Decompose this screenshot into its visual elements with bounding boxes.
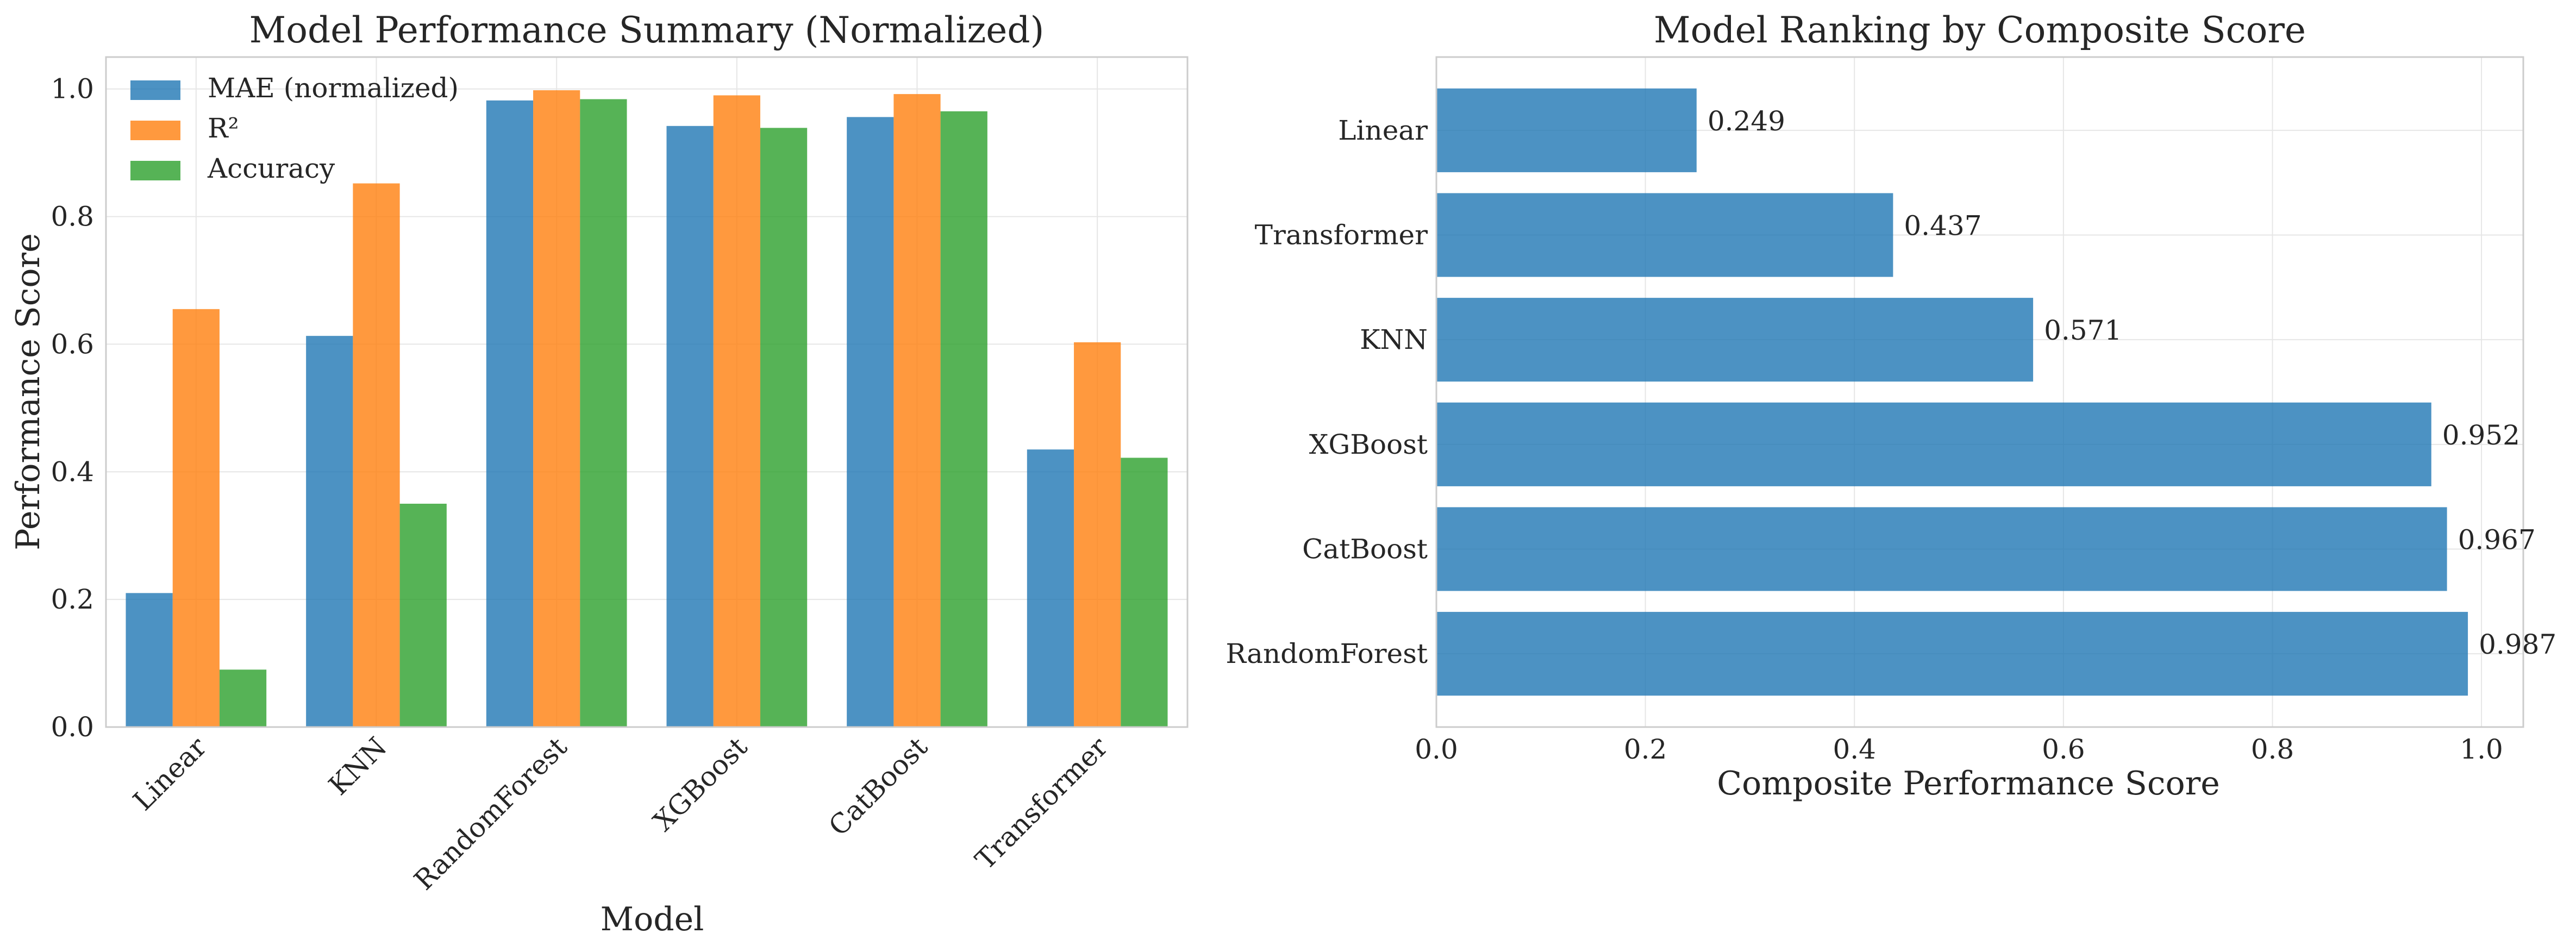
y-tick-label: 0.6 [51,328,94,360]
bar-RandomForest [1436,612,2468,696]
x-axis-label: Composite Performance Score [1717,765,2220,803]
x-tick-label: CatBoost [823,731,934,842]
bar-CatBoost-2 [940,111,987,727]
x-axis-label: Model [601,900,704,938]
x-tick-label: RandomForest [408,731,573,896]
x-tick-label: 1.0 [2460,734,2503,765]
x-tick-label: Transformer [970,731,1114,875]
x-tick-label: XGBoost [647,731,753,837]
grouped-bar-chart: 0.0 0.2 0.4 0.6 0.8 1.0 Linear KNN RandomForest… [9,9,1189,938]
y-tick-label: XGBoost [1309,429,1428,460]
bar-CatBoost [1436,507,2447,591]
bar-KNN-1 [353,183,400,728]
y-tick-label: 0.4 [51,456,94,487]
bar-XGBoost-1 [713,95,760,727]
value-label: 0.952 [2442,419,2520,451]
plot-frame [105,56,1189,728]
bar-RandomForest-0 [486,100,534,727]
value-label: 0.967 [2458,524,2536,555]
y-tick-label: KNN [1360,324,1428,355]
x-ticks: Linear KNN RandomForest XGBoost CatBoost Tran… [127,731,1114,896]
legend-swatch [130,80,180,100]
bar-Transformer-2 [1121,458,1168,727]
value-label: 0.437 [1904,210,1981,242]
y-tick-label: 1.0 [51,73,94,105]
bar-CatBoost-0 [847,117,894,728]
x-tick-label: 0.8 [2251,734,2294,765]
legend-label: Accuracy [207,153,335,184]
value-label: 0.987 [2479,629,2556,660]
bar-RandomForest-1 [533,90,580,727]
bar-Linear [1436,88,1697,172]
y-tick-label: CatBoost [1302,533,1428,565]
y-ticks: 0.0 0.2 0.4 0.6 0.8 1.0 [51,73,94,743]
x-tick-label: 0.6 [2042,734,2085,765]
x-tick-label: 0.4 [1833,734,1876,765]
y-tick-label: 0.0 [51,711,94,743]
bar-KNN [1436,298,2034,382]
y-ticks: RandomForest CatBoost XGBoost KNN Transforme… [1226,115,1428,669]
legend-swatch [130,121,180,140]
bar-KNN-0 [306,336,353,727]
x-tick-label: KNN [323,731,393,801]
bars [1436,88,2468,696]
x-tick-label: Linear [127,731,213,817]
chart-title: Model Performance Summary (Normalized) [249,9,1045,51]
horizontal-bar-chart: RandomForest CatBoost XGBoost KNN Transforme… [1226,9,2556,803]
bar-XGBoost-2 [760,128,808,728]
bar-KNN-2 [399,504,447,727]
y-tick-label: Linear [1338,115,1428,146]
y-axis-label: Performance Score [9,233,47,550]
bar-Transformer-0 [1027,449,1074,727]
legend-label: R² [208,112,239,144]
legend: MAE (normalized) R² Accuracy [130,72,459,184]
plot-frame [1435,56,2524,728]
bars [126,90,1168,728]
x-tick-label: 0.2 [1624,734,1667,765]
bar-Linear-1 [172,309,220,727]
bar-Transformer [1436,193,1893,277]
x-tick-label: 0.0 [1415,734,1458,765]
chart-title: Model Ranking by Composite Score [1654,9,2306,51]
bar-RandomForest-2 [580,99,627,728]
bar-Transformer-1 [1074,342,1121,727]
y-tick-label: 0.2 [51,584,94,615]
bar-Linear-0 [126,593,173,727]
bar-XGBoost [1436,402,2431,486]
bar-CatBoost-1 [893,94,941,728]
value-labels: 0.987 0.967 0.952 0.571 0.437 0.249 [1708,105,2556,660]
y-tick-label: RandomForest [1226,638,1428,669]
bar-XGBoost-0 [666,126,714,727]
value-label: 0.249 [1708,105,1785,137]
y-tick-label: 0.8 [51,201,94,233]
legend-label: MAE (normalized) [208,72,459,104]
x-ticks: 0.0 0.2 0.4 0.6 0.8 1.0 [1415,734,2503,765]
bar-Linear-2 [219,669,267,727]
value-label: 0.571 [2044,315,2122,346]
y-tick-label: Transformer [1255,220,1428,251]
legend-swatch [130,161,180,180]
